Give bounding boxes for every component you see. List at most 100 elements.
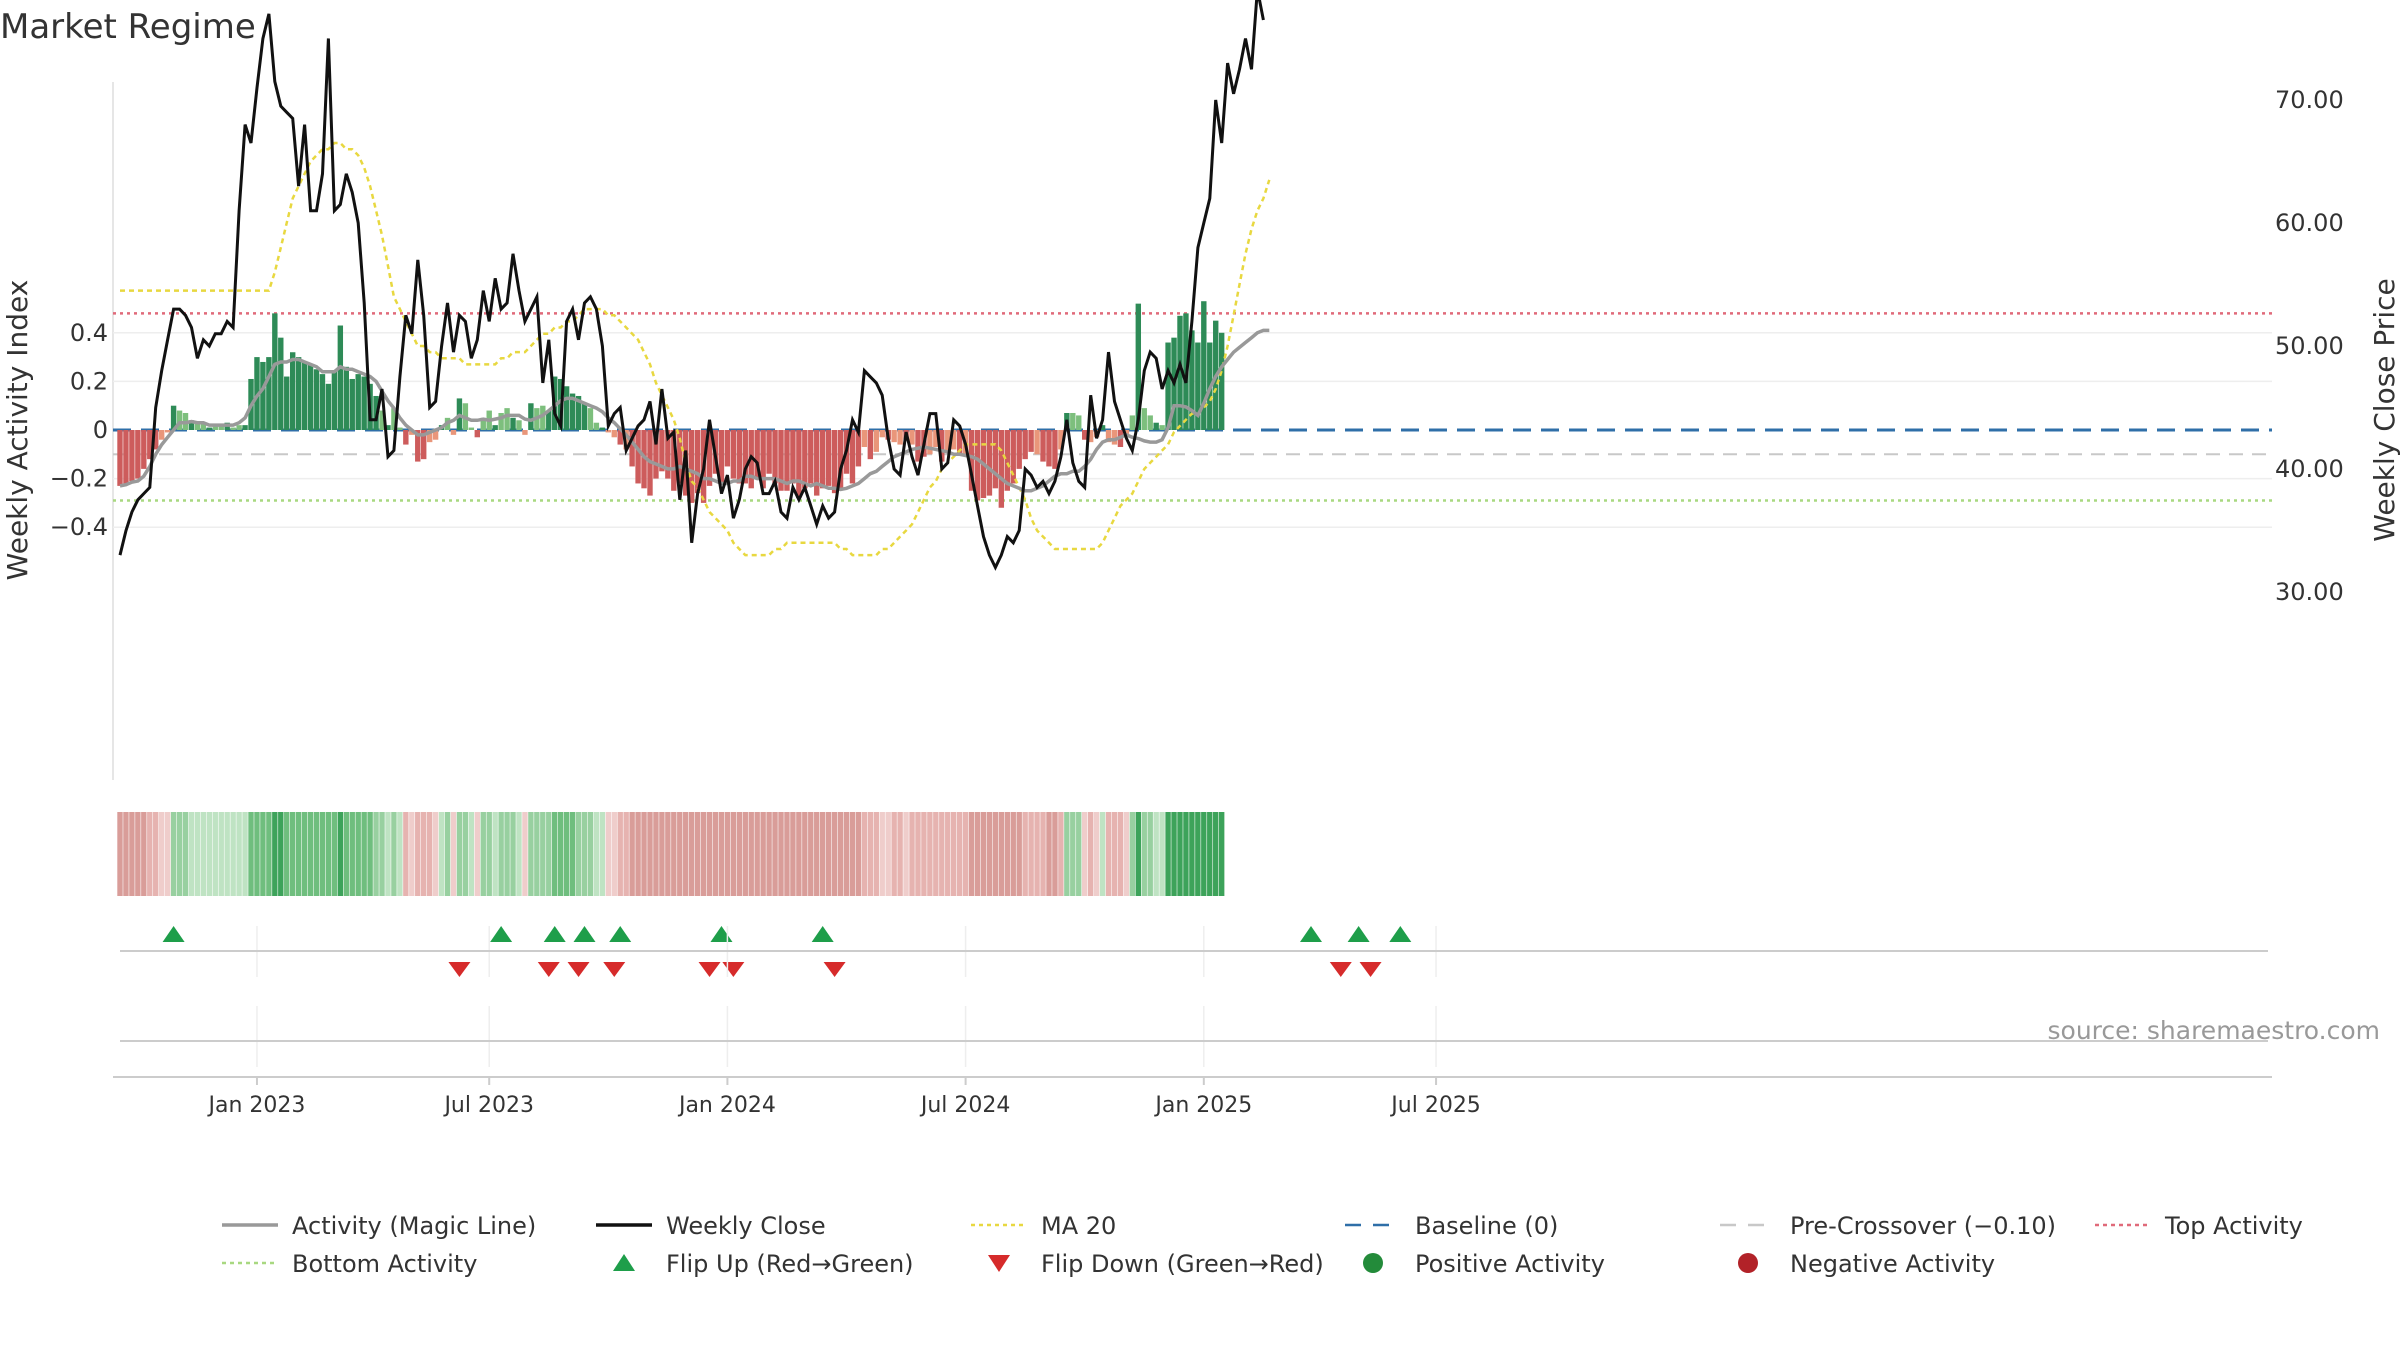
activity-bar xyxy=(355,374,361,430)
activity-bar xyxy=(200,422,207,430)
regime-cell xyxy=(891,812,897,896)
activity-bar xyxy=(819,430,826,489)
regime-cell xyxy=(939,812,945,896)
regime-cell xyxy=(266,812,272,896)
flip-up-marker xyxy=(710,926,733,942)
legend-label: Weekly Close xyxy=(666,1212,826,1240)
regime-cell xyxy=(921,812,927,896)
regime-cell xyxy=(814,812,820,896)
activity-bar xyxy=(504,408,510,430)
activity-bar xyxy=(1201,301,1207,430)
activity-bar xyxy=(724,430,731,467)
activity-bar xyxy=(951,430,957,450)
activity-bar xyxy=(635,430,641,484)
regime-cell xyxy=(569,812,576,896)
regime-cell xyxy=(170,812,177,896)
legend-item: Activity (Magic Line) xyxy=(222,1212,536,1240)
activity-bar xyxy=(325,383,332,430)
regime-cell xyxy=(825,812,832,896)
activity-bar xyxy=(1016,430,1022,469)
x-tick-label: Jul 2024 xyxy=(919,1093,1011,1118)
regime-cell xyxy=(462,812,469,896)
activity-bar xyxy=(415,430,421,462)
activity-bar xyxy=(1111,430,1118,445)
activity-bar xyxy=(1153,422,1159,430)
legend-label: Positive Activity xyxy=(1415,1250,1605,1278)
legend-item: Bottom Activity xyxy=(222,1250,477,1278)
regime-cell xyxy=(391,812,397,896)
activity-bar xyxy=(569,393,576,430)
activity-bar xyxy=(421,430,427,460)
activity-bar xyxy=(730,430,737,479)
regime-cell xyxy=(1093,812,1100,896)
regime-cell xyxy=(605,812,612,896)
flip-down-icon xyxy=(988,1255,1010,1272)
regime-cell xyxy=(278,812,284,896)
activity-bar xyxy=(563,386,570,430)
regime-cell xyxy=(1010,812,1016,896)
activity-bar xyxy=(694,430,701,494)
regime-cell xyxy=(688,812,695,896)
regime-cell xyxy=(927,812,933,896)
activity-bar xyxy=(677,430,683,484)
regime-cell xyxy=(1111,812,1118,896)
activity-magic-line xyxy=(119,328,1270,493)
right-tick-label: 70.00 xyxy=(2275,86,2344,114)
regime-cell xyxy=(516,812,522,896)
activity-bar xyxy=(808,430,814,484)
regime-cell xyxy=(808,812,814,896)
regime-cell xyxy=(790,812,796,896)
regime-cell xyxy=(653,812,659,896)
regime-cell xyxy=(474,812,480,896)
activity-bar xyxy=(575,395,582,430)
regime-cell xyxy=(867,812,874,896)
activity-bar xyxy=(831,430,838,494)
regime-cell xyxy=(1159,812,1165,896)
regime-cell xyxy=(492,812,498,896)
activity-bar xyxy=(1070,412,1076,430)
activity-bar xyxy=(927,430,933,455)
flip-up-icon xyxy=(613,1254,635,1271)
activity-bar xyxy=(1129,415,1136,430)
regime-cell xyxy=(438,812,445,896)
regime-cell xyxy=(665,812,671,896)
activity-bar xyxy=(385,425,391,430)
activity-bar xyxy=(188,420,195,430)
activity-bar xyxy=(1177,315,1183,430)
flip-up-marker xyxy=(543,926,566,942)
right-tick-label: 60.00 xyxy=(2275,209,2344,237)
regime-cell xyxy=(182,812,189,896)
activity-bar xyxy=(1123,430,1130,435)
regime-cell xyxy=(444,812,451,896)
source-credit: source: sharemaestro.com xyxy=(2048,1016,2381,1045)
regime-cell xyxy=(1076,812,1082,896)
regime-cell xyxy=(135,812,141,896)
activity-bar xyxy=(129,430,135,482)
flip-down-marker xyxy=(448,962,471,977)
regime-cell xyxy=(1058,812,1064,896)
left-axis-ticks: 0.4 0.2 0 −0.2 −0.4 xyxy=(50,319,108,541)
activity-bar xyxy=(391,408,397,430)
flip-down-marker xyxy=(567,962,590,977)
regime-cell xyxy=(158,812,165,896)
regime-cell xyxy=(802,812,808,896)
regime-cell xyxy=(426,812,433,896)
regime-cell xyxy=(307,812,314,896)
activity-bar xyxy=(510,417,516,430)
activity-bar xyxy=(593,422,600,430)
legend-label: MA 20 xyxy=(1041,1212,1116,1240)
regime-cell xyxy=(659,812,665,896)
regime-cell xyxy=(194,812,201,896)
activity-bar xyxy=(1004,430,1010,491)
activity-bar xyxy=(170,405,177,430)
regime-cell xyxy=(819,812,826,896)
regime-cell xyxy=(1218,812,1225,896)
activity-bar xyxy=(480,417,486,430)
activity-bar xyxy=(242,425,248,430)
regime-cell xyxy=(677,812,683,896)
activity-bar xyxy=(522,430,528,435)
regime-cell xyxy=(141,812,147,896)
regime-cell xyxy=(837,812,844,896)
flip-up-marker xyxy=(1389,926,1412,942)
legend-label: Activity (Magic Line) xyxy=(292,1212,536,1240)
